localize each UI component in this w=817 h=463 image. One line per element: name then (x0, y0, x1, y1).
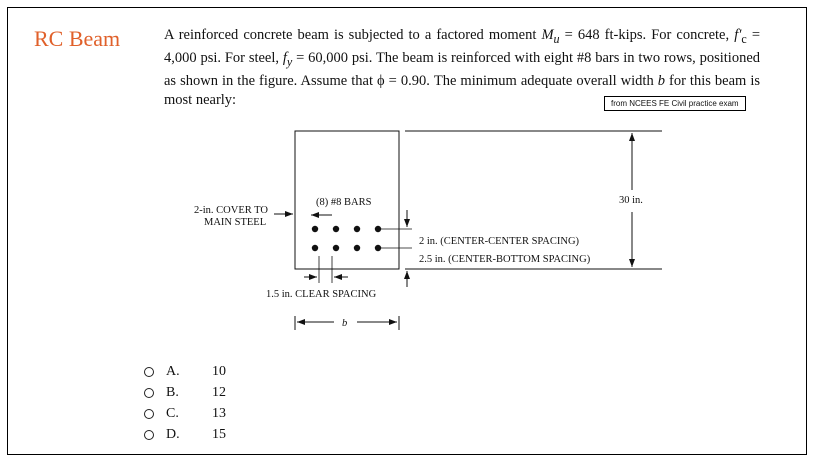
cb-spacing-label: 2.5 in. (CENTER-BOTTOM SPACING) (419, 254, 591, 265)
option-c[interactable]: C. 13 (144, 403, 226, 424)
option-d[interactable]: D. 15 (144, 424, 226, 445)
slide-frame (7, 7, 807, 455)
option-value: 12 (212, 384, 226, 400)
answer-options: A. 10 B. 12 C. 13 D. 15 (144, 361, 226, 445)
option-a[interactable]: A. 10 (144, 361, 226, 382)
rebar (332, 225, 340, 233)
radio-icon[interactable] (144, 387, 154, 398)
option-value: 13 (212, 405, 226, 421)
clear-spacing-label: 1.5 in. CLEAR SPACING (266, 289, 377, 300)
radio-icon[interactable] (144, 408, 154, 419)
cc-spacing-label: 2 in. (CENTER-CENTER SPACING) (419, 236, 580, 247)
rebar (311, 244, 319, 252)
rebar (374, 225, 382, 233)
radio-icon[interactable] (144, 429, 154, 440)
problem-statement: A reinforced concrete beam is subjected … (164, 27, 760, 108)
rebar (374, 244, 382, 252)
width-label: b (342, 318, 347, 329)
option-letter: B. (166, 384, 179, 400)
option-value: 15 (212, 426, 226, 442)
bars-label: (8) #8 BARS (316, 197, 372, 208)
rebar (353, 244, 361, 252)
rebar (332, 244, 340, 252)
option-b[interactable]: B. 12 (144, 382, 226, 403)
option-letter: C. (166, 405, 179, 421)
option-letter: A. (166, 363, 180, 379)
height-label: 30 in. (619, 195, 643, 206)
option-value: 10 (212, 363, 226, 379)
radio-icon[interactable] (144, 366, 154, 377)
rebar (353, 225, 361, 233)
cover-label-1: 2-in. COVER TO (194, 205, 268, 216)
source-note: from NCEES FE Civil practice exam (604, 96, 746, 111)
rebar-group (311, 225, 382, 252)
beam-section (294, 130, 400, 270)
rebar (311, 225, 319, 233)
cover-label-2: MAIN STEEL (204, 217, 266, 228)
option-letter: D. (166, 426, 180, 442)
slide-title: RC Beam (34, 26, 121, 51)
